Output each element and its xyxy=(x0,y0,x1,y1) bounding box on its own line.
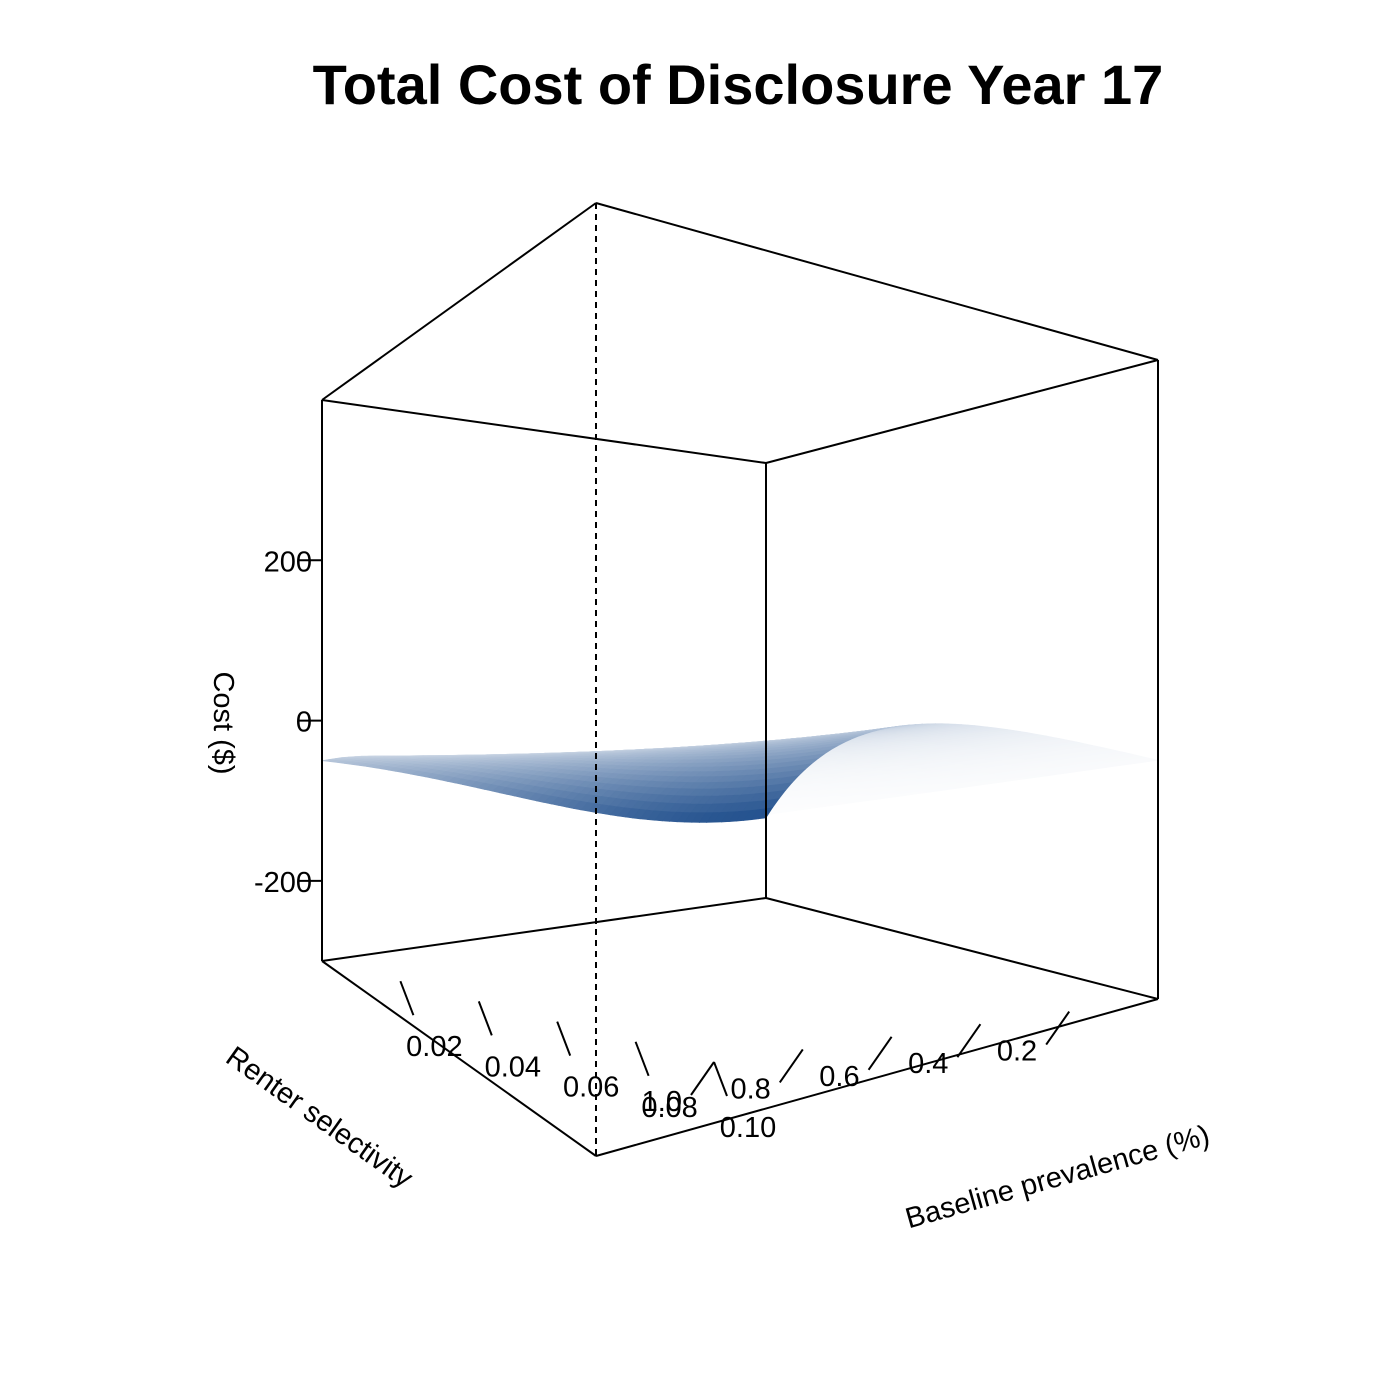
x-axis-label: Baseline prevalence (%) xyxy=(902,1119,1213,1235)
bounding-box xyxy=(321,202,1159,1157)
y-tick-label: 0.4 xyxy=(908,1048,948,1080)
box-edge-top-front-right xyxy=(765,359,1159,464)
z-tick-label: 0 xyxy=(296,707,312,739)
x-tick-label: 0.06 xyxy=(563,1072,619,1104)
x-tick-mark xyxy=(713,1061,728,1097)
y-tick-mark xyxy=(1045,1011,1071,1046)
cost-surface xyxy=(321,723,1159,823)
x-tick-label: 0.02 xyxy=(406,1031,462,1063)
axis-ticks: -200 0 200 0.2 0.4 0.6 0.8 1.0 0.02 0.04 0.06 0.08 0… xyxy=(254,546,1071,1144)
box-edge-top-left xyxy=(321,202,597,401)
x-tick-mark xyxy=(477,1001,493,1036)
x-tick-mark xyxy=(556,1021,572,1056)
y-axis-label: Renter selectivity xyxy=(220,1041,419,1195)
z-tick-label: -200 xyxy=(254,867,312,899)
y-tick-label: 0.6 xyxy=(819,1061,859,1093)
box-edge-top-front-left xyxy=(321,399,767,464)
box-edge-bottom-front-right xyxy=(765,897,1159,1000)
x-tick-label: 0.10 xyxy=(720,1112,776,1144)
z-axis-label: Cost ($) xyxy=(207,671,239,774)
x-tick-label: 0.04 xyxy=(485,1051,541,1083)
z-tick-label: 200 xyxy=(264,546,312,578)
box-edge-bottom-front-left xyxy=(321,897,767,962)
y-tick-label: 0.8 xyxy=(730,1073,770,1105)
y-tick-mark xyxy=(867,1036,893,1071)
y-tick-mark xyxy=(956,1023,982,1058)
chart-title: Total Cost of Disclosure Year 17 xyxy=(313,53,1164,116)
y-tick-label: 1.0 xyxy=(642,1086,682,1118)
box-edge-bottom-back-left xyxy=(321,960,597,1157)
y-tick-mark xyxy=(778,1048,804,1083)
x-tick-mark xyxy=(399,980,415,1016)
box-edge-top-right xyxy=(595,202,1159,361)
box-edge-bottom-back-right xyxy=(595,998,1159,1157)
y-tick-mark xyxy=(690,1061,715,1096)
x-tick-mark xyxy=(634,1041,650,1077)
x-tick-label: 0.08 xyxy=(641,1092,697,1124)
y-tick-label: 0.2 xyxy=(997,1036,1037,1068)
